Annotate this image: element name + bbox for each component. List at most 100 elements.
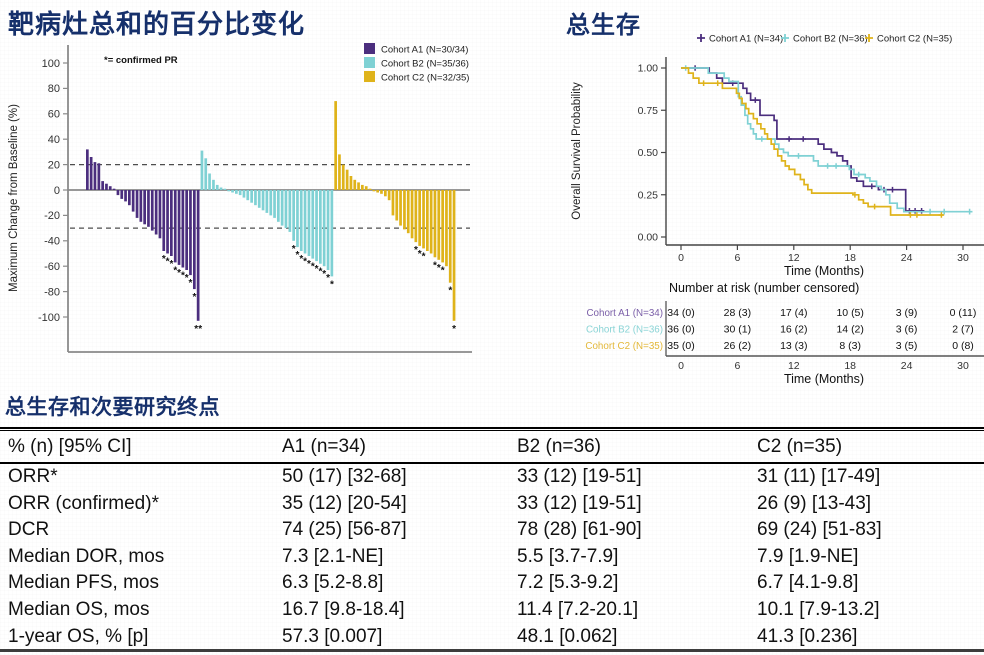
endpoint-cell: 50 (17) [32-68] [282, 466, 407, 487]
bar [185, 190, 188, 270]
bar [376, 190, 379, 193]
confirmed-pr-star: * [192, 292, 196, 303]
risk-value: 17 (4) [780, 307, 807, 319]
km-xlabel: Time (Months) [784, 264, 864, 278]
confirmed-pr-star: * [292, 244, 296, 255]
bar [101, 181, 104, 190]
censor-mark [927, 208, 933, 215]
endpoint-cell: 78 (28) [61-90] [517, 519, 642, 541]
risk-tick-label: 24 [901, 360, 913, 372]
endpoint-cell: 6.3 [5.2-8.8] [282, 572, 384, 594]
bar [284, 190, 288, 229]
risk-xlabel: Time (Months) [784, 372, 864, 386]
bar [108, 186, 112, 190]
risk-tick-label: 0 [678, 360, 684, 372]
endpoint-cell: 7.9 [1.9-NE] [757, 545, 859, 567]
risk-value: 0 (11) [950, 307, 977, 319]
bar [372, 190, 376, 192]
bar [399, 190, 402, 226]
confirmed-pr-star: * [441, 265, 445, 276]
legend-label: Cohort A1 (N=30/34) [381, 45, 468, 56]
endpoint-cell: 69 (24) [51-83] [757, 519, 882, 541]
bar [227, 190, 230, 192]
bar [116, 190, 120, 196]
bar [296, 190, 299, 248]
y-tick-label: 0.25 [638, 189, 659, 201]
bar [200, 150, 204, 190]
censor-mark [833, 163, 839, 169]
censor-mark [852, 191, 858, 198]
x-tick-label: 30 [957, 252, 969, 264]
risk-tick-label: 30 [957, 360, 969, 372]
bar [143, 190, 146, 225]
bar [212, 179, 215, 190]
waterfall-chart: 100 80 60 40 20 0 -20 -40 -60 -80 -100 Maximum Chan… [8, 43, 472, 353]
km-chart: Cohort A1 (N=34) Cohort B2 (N=36) Cohort C… [571, 34, 984, 386]
x-tick-label: 0 [678, 252, 684, 264]
censor-mark [752, 97, 759, 103]
confirmed-pr-star: * [414, 245, 418, 256]
risk-value: 14 (2) [836, 324, 863, 336]
risk-value: 10 (5) [836, 307, 863, 319]
endpoint-cell: Median DOR, mos [8, 545, 165, 567]
endpoint-cell: Median PFS, mos [8, 572, 159, 594]
x-tick-label: 6 [734, 252, 740, 264]
censor-mark [714, 80, 721, 86]
endpoints-title: 总生存和次要研究终点 [5, 396, 220, 419]
legend-label: Cohort B2 (N=35/36) [381, 59, 469, 70]
confirmed-pr-star: * [173, 265, 177, 276]
risk-value: 2 (7) [952, 324, 974, 336]
endpoint-cell: ORR* [8, 466, 58, 487]
censor-mark [700, 80, 707, 86]
bar [292, 190, 295, 241]
confirmed-pr-star: * [422, 251, 426, 262]
confirmed-pr-star: * [311, 262, 315, 273]
y-tick-label: 0 [54, 185, 60, 197]
y-tick-label: -40 [44, 236, 60, 248]
bar [124, 190, 127, 202]
bar [139, 190, 143, 222]
endpoint-cell: 74 (25) [56-87] [282, 519, 407, 541]
confirmed-pr-star: * [322, 269, 326, 280]
survival-curve [681, 67, 944, 216]
bar [170, 190, 173, 256]
bar [341, 164, 345, 190]
legend-swatch [364, 57, 375, 68]
bar [273, 190, 276, 218]
bar [441, 190, 444, 263]
confirmed-pr-star: * [307, 259, 311, 270]
censor-mark [907, 212, 914, 218]
bar [349, 176, 353, 190]
bar [246, 190, 250, 201]
waterfall-title: 靶病灶总和的百分比变化 [8, 9, 306, 39]
bar [269, 190, 273, 216]
censor-mark [912, 208, 918, 214]
bar [422, 190, 425, 249]
bar [189, 190, 192, 276]
censor-mark [759, 136, 765, 142]
confirmed-pr-star: * [326, 273, 330, 284]
endpoint-header-cell: % (n) [95% CI] [0, 431, 282, 464]
y-tick-label: -100 [38, 312, 60, 324]
confirmed-pr-star: * [299, 254, 303, 265]
confirmed-pr-star: * [181, 271, 185, 282]
endpoint-cell: DCR [8, 519, 50, 541]
confirmed-pr-star: * [448, 286, 452, 297]
bar [368, 188, 372, 190]
bar [315, 190, 318, 262]
bar [395, 190, 399, 221]
endpoint-cell: 31 (11) [17-49] [757, 466, 881, 487]
risk-tick-label: 12 [788, 360, 800, 372]
risk-value: 26 (2) [724, 340, 751, 352]
censor-mark [938, 212, 945, 218]
bar [89, 157, 93, 190]
bar [231, 190, 234, 193]
bar [250, 190, 253, 203]
bar [345, 169, 349, 190]
risk-value: 3 (5) [896, 340, 918, 352]
censor-mark [914, 212, 920, 218]
bar [97, 163, 101, 190]
bar [387, 190, 391, 201]
bar [193, 190, 196, 290]
